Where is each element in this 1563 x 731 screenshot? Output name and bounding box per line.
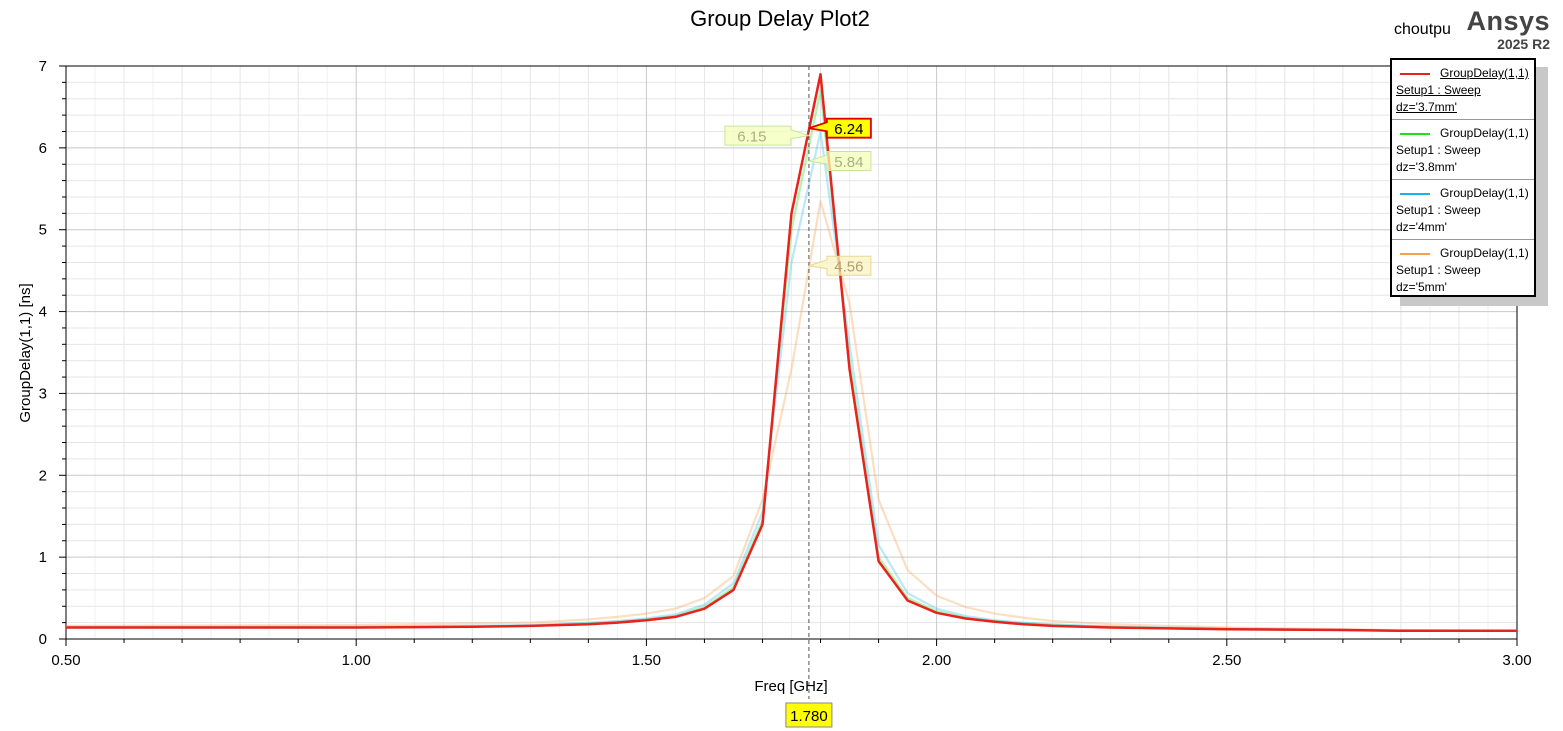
legend-series-name: GroupDelay(1,1) bbox=[1440, 126, 1529, 140]
y-tick-label: 5 bbox=[39, 222, 47, 239]
marker-value-1: 5.84 bbox=[834, 154, 863, 171]
legend-item-dz-4mm[interactable]: GroupDelay(1,1) Setup1 : Sweep dz='4mm' bbox=[1392, 180, 1534, 240]
legend-series-name: GroupDelay(1,1) bbox=[1440, 186, 1529, 200]
legend-series-name: GroupDelay(1,1) bbox=[1440, 246, 1529, 260]
marker-value-2: 6.15 bbox=[737, 129, 766, 146]
legend-item-dz-5mm[interactable]: GroupDelay(1,1) Setup1 : Sweep dz='5mm' bbox=[1392, 240, 1534, 300]
y-tick-label: 6 bbox=[39, 140, 47, 157]
version-label: 2025 R2 bbox=[1497, 36, 1550, 52]
y-tick-label: 2 bbox=[39, 467, 47, 484]
marker-callout-2 bbox=[724, 125, 810, 146]
y-tick-label: 4 bbox=[39, 304, 47, 321]
x-axis-label: Freq [GHz] bbox=[754, 678, 827, 695]
legend-item-dz-3-8mm[interactable]: GroupDelay(1,1) Setup1 : Sweep dz='3.8mm… bbox=[1392, 120, 1534, 180]
tick-labels: 0.50 1.00 1.50 2.00 2.50 3.00 0 1 2 3 4 5 6 7 bbox=[39, 58, 1532, 669]
x-tick-label: 1.50 bbox=[632, 652, 661, 669]
legend-variation: dz='3.8mm' bbox=[1396, 160, 1457, 174]
y-tick-label: 1 bbox=[39, 549, 47, 566]
series-line-3 bbox=[65, 200, 1518, 632]
y-axis-label: GroupDelay(1,1) [ns] bbox=[17, 283, 34, 422]
user-name: choutpu bbox=[1394, 21, 1451, 38]
legend-swatch bbox=[1400, 253, 1430, 255]
grid-minor bbox=[66, 66, 1517, 639]
x-tick-label: 0.50 bbox=[51, 652, 80, 669]
marker-x-label: 1.780 bbox=[790, 708, 828, 725]
legend-variation: dz='4mm' bbox=[1396, 220, 1447, 234]
axis-ticks bbox=[59, 65, 1518, 646]
legend-swatch bbox=[1400, 73, 1430, 75]
legend-setup: Setup1 : Sweep bbox=[1396, 263, 1481, 277]
marker-value-0: 6.24 bbox=[834, 121, 863, 138]
legend-series-name: GroupDelay(1,1) bbox=[1440, 66, 1529, 80]
chart-title: Group Delay Plot2 bbox=[690, 6, 870, 31]
x-tick-label: 2.00 bbox=[922, 652, 951, 669]
x-tick-label: 1.00 bbox=[342, 652, 371, 669]
x-tick-label: 3.00 bbox=[1502, 652, 1531, 669]
y-tick-label: 7 bbox=[39, 58, 47, 75]
x-tick-label: 2.50 bbox=[1212, 652, 1241, 669]
legend-variation: dz='3.7mm' bbox=[1396, 100, 1457, 114]
legend-variation: dz='5mm' bbox=[1396, 280, 1447, 294]
marker-callout-1 bbox=[808, 150, 872, 171]
marker-callout-0 bbox=[808, 117, 872, 139]
legend-setup: Setup1 : Sweep bbox=[1396, 143, 1481, 157]
series-layer bbox=[65, 72, 1518, 633]
y-tick-label: 3 bbox=[39, 385, 47, 402]
legend-setup: Setup1 : Sweep bbox=[1396, 203, 1481, 217]
plot-area[interactable] bbox=[65, 65, 1518, 640]
marker-x-box bbox=[785, 702, 833, 728]
marker-layer[interactable]: 1.780 4.56 6.15 5.84 6.24 bbox=[724, 66, 872, 728]
brand-logo: Ansys bbox=[1466, 6, 1550, 36]
legend-item-dz-3-7mm[interactable]: GroupDelay(1,1) Setup1 : Sweep dz='3.7mm… bbox=[1392, 60, 1534, 120]
marker-value-3: 4.56 bbox=[834, 259, 863, 276]
series-line-0 bbox=[66, 72, 1517, 633]
legend[interactable]: GroupDelay(1,1) Setup1 : Sweep dz='3.7mm… bbox=[1390, 58, 1536, 297]
legend-swatch bbox=[1400, 133, 1430, 135]
y-tick-label: 0 bbox=[39, 631, 47, 648]
legend-swatch bbox=[1400, 193, 1430, 195]
legend-setup: Setup1 : Sweep bbox=[1396, 83, 1481, 97]
marker-callout-3 bbox=[808, 255, 872, 276]
